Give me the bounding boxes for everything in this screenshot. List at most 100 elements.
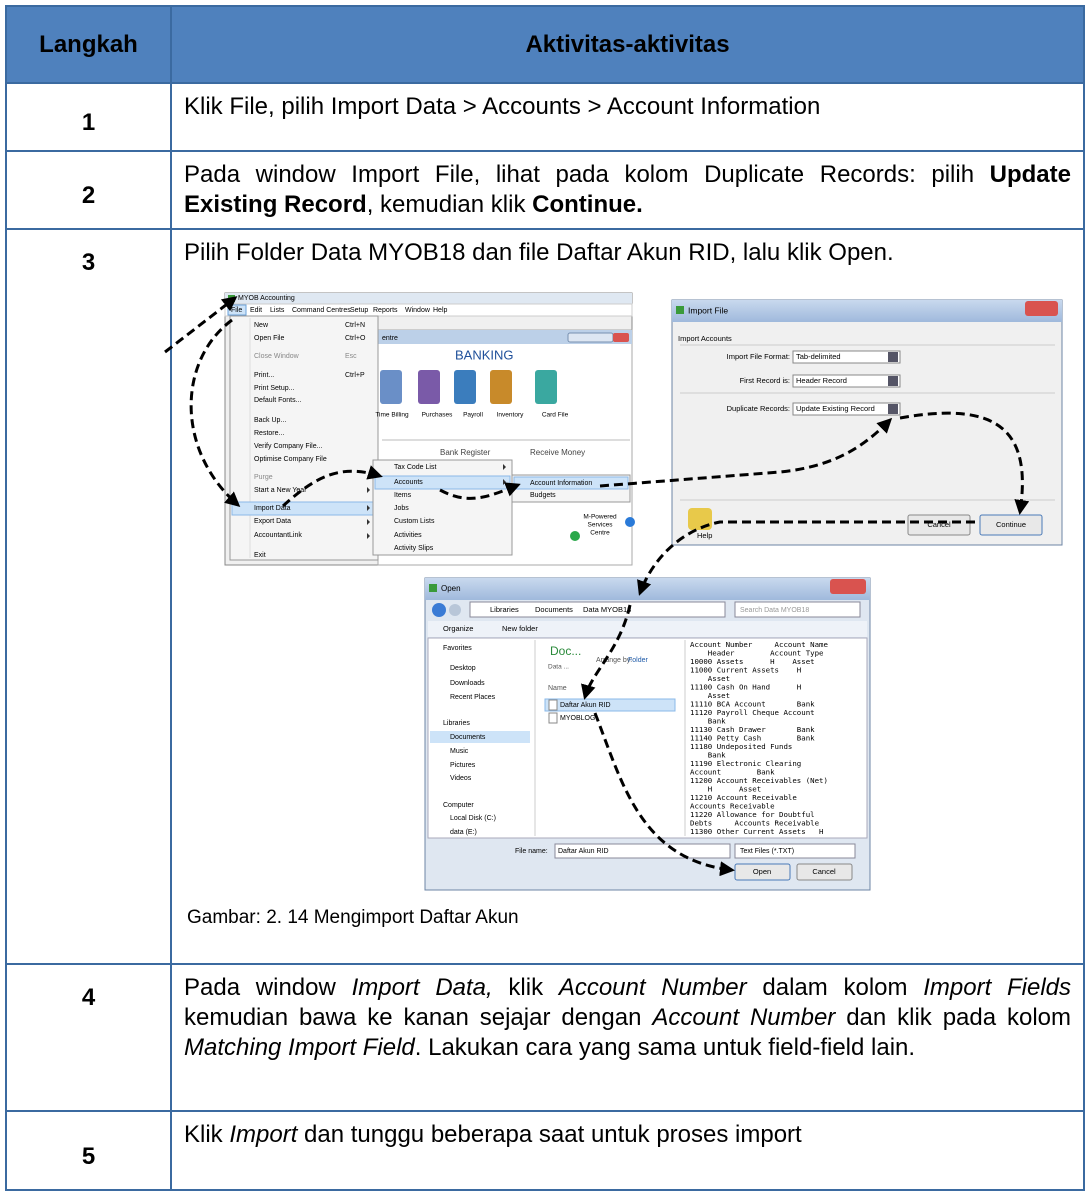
shortcut: Ctrl+P (345, 372, 365, 379)
step-number: 3 (5, 228, 172, 965)
text-run: Pada window (184, 974, 352, 1001)
combo (792, 374, 901, 388)
menu-item: Print Setup... (254, 385, 295, 392)
arrow (581, 604, 632, 700)
icon (454, 370, 476, 404)
back-button (432, 603, 446, 617)
header-row: Langkah Aktivitas-aktivitas (5, 5, 1085, 84)
nav-item: Music (450, 748, 469, 755)
menu-item: Exit (254, 552, 266, 559)
nav-highlight (430, 731, 530, 743)
menu-item: Command Centres (292, 307, 351, 314)
text-run: . Lakukan cara yang sama untuk field-fie… (414, 1034, 916, 1061)
table-row: 2 Pada window Import File, lihat pada kol… (5, 150, 1085, 230)
nav-item: Libraries (443, 720, 470, 727)
menu-item: Tax Code List (394, 464, 436, 471)
text-run: Account Number (558, 974, 747, 1001)
preview-line: 11120 Payroll Cheque Account (690, 708, 815, 717)
combo-button (888, 376, 898, 386)
step-number: 1 (5, 82, 172, 152)
toolbar-button: Organize (443, 624, 473, 633)
file-item: MYOBLOG (560, 715, 595, 722)
arrow (164, 296, 238, 354)
table-row: 1 Klik File, pilih Import Data > Accounts… (5, 82, 1085, 152)
field-value: Header Record (796, 376, 847, 385)
nav-item: Downloads (450, 680, 485, 687)
preview-line: 11140 Petty Cash Bank (690, 734, 815, 743)
preview-line: Header Account Type (690, 649, 824, 658)
menu-item: Close Window (254, 353, 300, 360)
close-button (613, 333, 629, 342)
preview-line: Bank (690, 717, 726, 726)
icon-label: Card File (542, 412, 569, 419)
section-label: Import Accounts (678, 334, 732, 343)
button-label: Open (753, 867, 771, 876)
filter-box (734, 843, 856, 859)
text-run: Pilih Folder Data MYOB18 dan file Daftar… (184, 239, 894, 266)
menu-item: Verify Company File... (254, 443, 323, 450)
icon-label: Inventory (497, 412, 524, 419)
field-value: Update Existing Record (796, 404, 875, 413)
nav-item: Computer (443, 802, 474, 809)
search-box (734, 601, 861, 618)
arrow (599, 417, 893, 488)
arrow (189, 318, 241, 507)
text-run: , kemudian klik (366, 191, 533, 218)
text-run: Account Number (652, 1004, 836, 1031)
text-run: Update Existing Record (184, 161, 1071, 218)
menu-item: Window (405, 307, 431, 314)
icon-label: Time Billing (375, 412, 409, 419)
library-title: Doc... (550, 644, 581, 658)
nav-item: Documents (450, 734, 486, 741)
preview-line: 11130 Cash Drawer Bank (690, 725, 815, 734)
window-buttons (567, 332, 614, 343)
menu-item: Open File (254, 335, 284, 342)
menu-item: Edit (250, 307, 262, 314)
submenu-arrows (367, 464, 506, 539)
button-label: Cancel (812, 867, 836, 876)
services-label: Services (588, 522, 614, 529)
nav-item: Pictures (450, 762, 476, 769)
cancel-button (796, 863, 853, 881)
nav-item: Videos (450, 775, 472, 782)
menu-item: Items (394, 492, 412, 499)
button-label: Continue (996, 520, 1026, 529)
file-name-box (554, 843, 731, 859)
preview-line: 11190 Electronic Clearing (690, 759, 801, 768)
shortcut: Ctrl+O (345, 335, 366, 342)
library-subtitle: Data ... (548, 664, 569, 671)
text-run: Pada window Import File, lihat pada kolo… (184, 161, 990, 188)
step-number: 4 (5, 963, 172, 1112)
close-button (830, 579, 866, 594)
breadcrumb: Libraries (490, 605, 519, 614)
menu-item: Import Data (254, 505, 291, 512)
address-bar (469, 601, 726, 618)
menu-item: Default Fonts... (254, 397, 302, 404)
title-bar (672, 300, 1062, 322)
close-button (1025, 301, 1058, 316)
menu-item: Activities (394, 532, 422, 539)
text-run: dan klik pada kolom (835, 1004, 1072, 1031)
field-label: File name: (515, 848, 548, 855)
activity: Klik Import dan tunggu beberapa saat unt… (170, 1110, 1085, 1191)
menu-item: Purge (254, 474, 273, 481)
icon (490, 370, 512, 404)
link: Bank Register (440, 448, 491, 457)
shortcut: Esc (345, 353, 357, 360)
preview-line: 10000 Assets H Asset (690, 657, 815, 666)
icon (535, 370, 557, 404)
arrow (899, 411, 1030, 515)
step-number: 2 (5, 150, 172, 230)
open-button (734, 863, 791, 881)
field-label: Import File Format: (727, 352, 790, 361)
preview-line: 11220 Allowance for Doubtful (690, 810, 815, 819)
menu-item: Back Up... (254, 417, 286, 424)
services-label: M-Powered (583, 514, 617, 521)
menu-item: Setup (350, 307, 368, 314)
arrow (439, 482, 521, 500)
menu-item: Accounts (394, 479, 423, 486)
services-icon (570, 531, 580, 541)
preview-line: 11300 Other Current Assets H (690, 827, 824, 836)
toolbar (428, 621, 867, 637)
